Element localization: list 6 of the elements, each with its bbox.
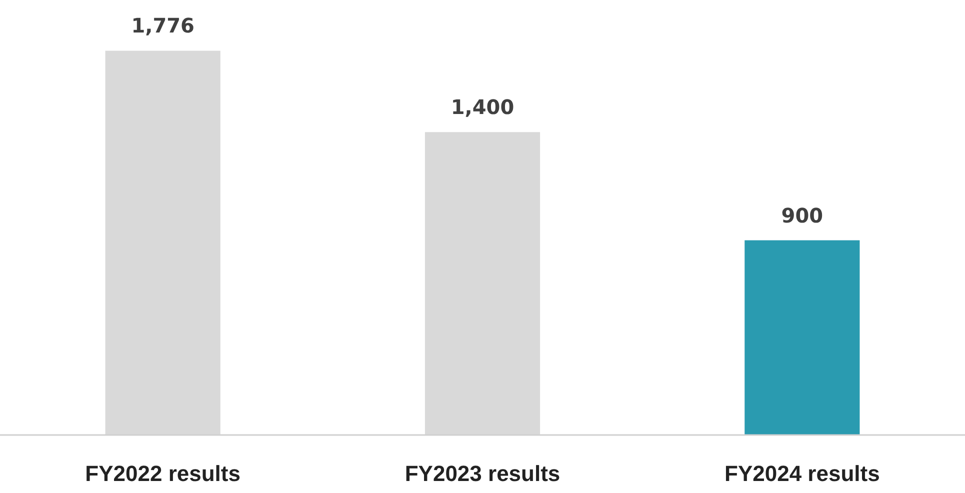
data-label: 1,776	[131, 14, 194, 38]
x-tick-label: FY2023 results	[404, 461, 560, 486]
data-label: 1,400	[450, 95, 514, 120]
data-label: 900	[781, 203, 824, 228]
x-tick-label: FY2022 results	[85, 461, 240, 486]
x-tick-label: FY2024 results	[724, 461, 880, 486]
